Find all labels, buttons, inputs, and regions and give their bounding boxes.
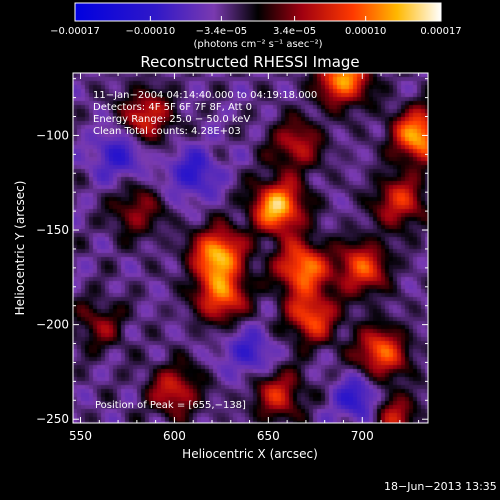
- footer-date: 18−Jun−2013 13:35: [384, 480, 497, 493]
- annotation-energy-range: Energy Range: 25.0 − 50.0 keV: [93, 114, 250, 125]
- plot-area: [73, 73, 428, 423]
- y-tick-label: −100: [36, 128, 69, 142]
- y-axis: −100 −150 −200 −250: [36, 78, 428, 426]
- colorbar-tick-label: 0.00017: [420, 26, 461, 37]
- x-tick-label: 650: [257, 429, 280, 443]
- x-axis: 550 600 650 700: [69, 73, 420, 443]
- colorbar: −0.00017 −0.00010 −3.4e−05 3.4e−05 0.00010 0.…: [50, 2, 462, 50]
- colorbar-gradient: [74, 2, 442, 22]
- y-tick-label: −150: [36, 223, 69, 237]
- colorbar-tick-label: 3.4e−05: [273, 26, 316, 37]
- colorbar-tick-label: −0.00017: [50, 26, 100, 37]
- heatmap-image: [73, 73, 428, 423]
- x-tick-label: 600: [163, 429, 186, 443]
- annotation-peak-position: Position of Peak = [655,−138]: [95, 400, 246, 411]
- x-tick-label: 700: [351, 429, 374, 443]
- y-tick-label: −200: [36, 318, 69, 332]
- annotation-time-range: 11−Jan−2004 04:14:40.000 to 04:19:18.000: [93, 90, 317, 101]
- colorbar-unit-label: (photons cm⁻² s⁻¹ asec⁻²): [193, 39, 322, 50]
- x-axis-label: Heliocentric X (arcsec): [182, 447, 318, 461]
- colorbar-ticks: −0.00017 −0.00010 −3.4e−05 3.4e−05 0.00010 0.…: [50, 16, 462, 37]
- annotation-clean-counts: Clean Total counts: 4.28E+03: [93, 126, 241, 137]
- chart-title: Reconstructed RHESSI Image: [140, 53, 359, 71]
- x-tick-label: 550: [69, 429, 92, 443]
- colorbar-tick-label: −3.4e−05: [196, 26, 248, 37]
- colorbar-tick-label: 0.00010: [345, 26, 386, 37]
- colorbar-tick-label: −0.00010: [125, 26, 175, 37]
- annotations: 11−Jan−2004 04:14:40.000 to 04:19:18.000…: [93, 90, 317, 411]
- annotation-detectors: Detectors: 4F 5F 6F 7F 8F, Att 0: [93, 102, 252, 113]
- y-axis-label: Heliocentric Y (arcsec): [13, 181, 27, 316]
- y-tick-label: −250: [36, 412, 69, 426]
- plot-frame: [72, 72, 429, 424]
